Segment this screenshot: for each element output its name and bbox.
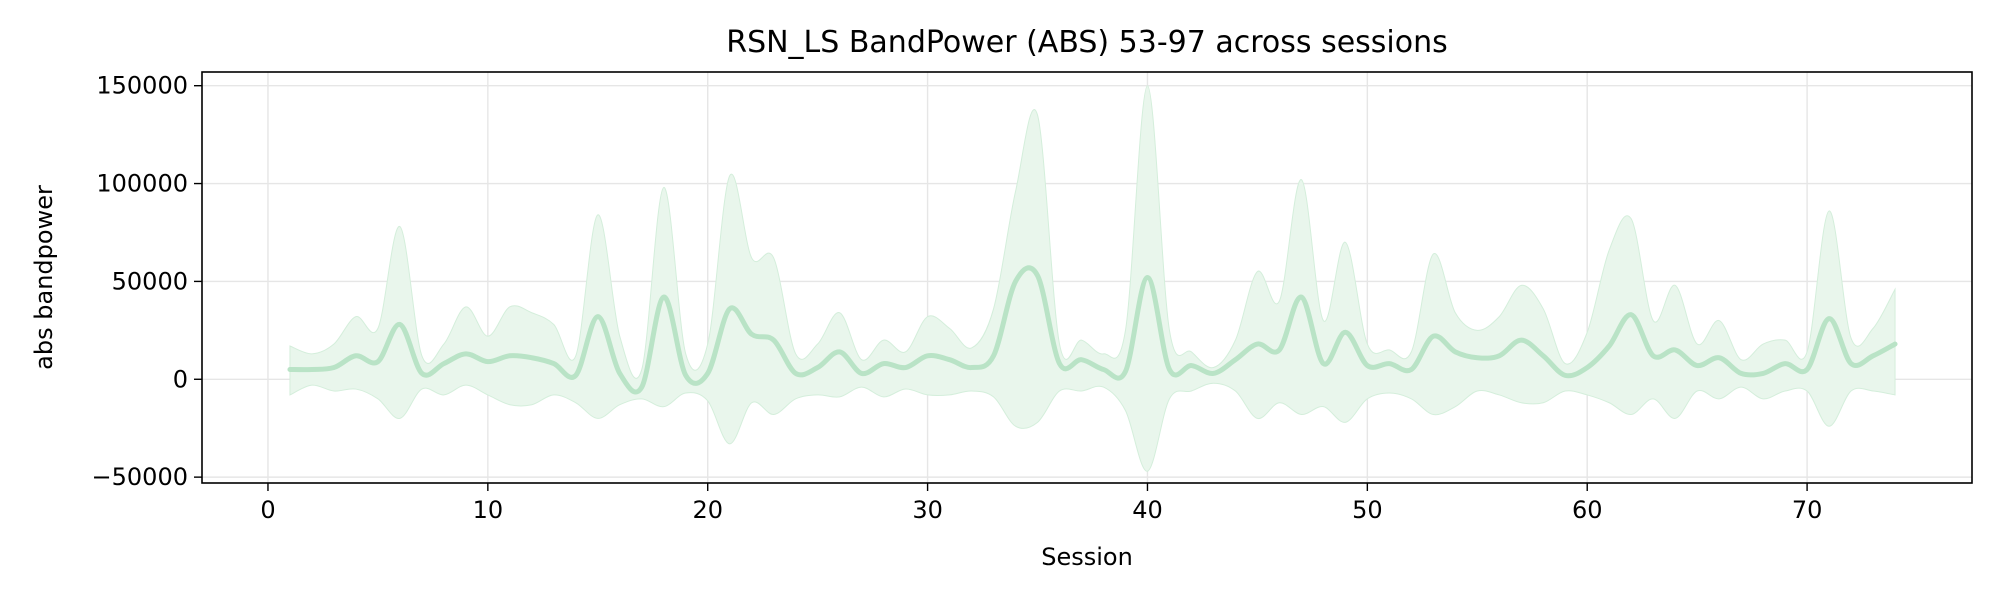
x-tick-label: 50 [1352,496,1383,524]
x-tick-label: 70 [1792,496,1823,524]
y-axis-ticks: −50000 0 50000 100000 150000 [92,72,202,491]
y-tick-label: 100000 [96,170,188,198]
x-axis-ticks: 0 10 20 30 40 50 60 70 [260,483,1822,524]
x-tick-label: 60 [1572,496,1603,524]
y-tick-label: −50000 [92,463,188,491]
series-line-path [287,265,1898,395]
y-tick-label: 0 [173,365,188,393]
plot-frame [201,71,1973,484]
y-tick-label: 150000 [96,72,188,100]
x-tick-label: 10 [473,496,504,524]
x-tick-label: 30 [912,496,943,524]
x-axis-title: Session [1041,543,1133,571]
x-tick-label: 40 [1132,496,1163,524]
series-line [287,265,1898,395]
y-axis-title: abs bandpower [30,185,58,370]
y-tick-label: 50000 [112,267,188,295]
confidence-band [289,85,1896,472]
x-tick-label: 20 [692,496,723,524]
band-area [289,85,1896,472]
x-tick-label: 0 [260,496,275,524]
chart-title: RSN_LS BandPower (ABS) 53-97 across sess… [726,25,1448,60]
